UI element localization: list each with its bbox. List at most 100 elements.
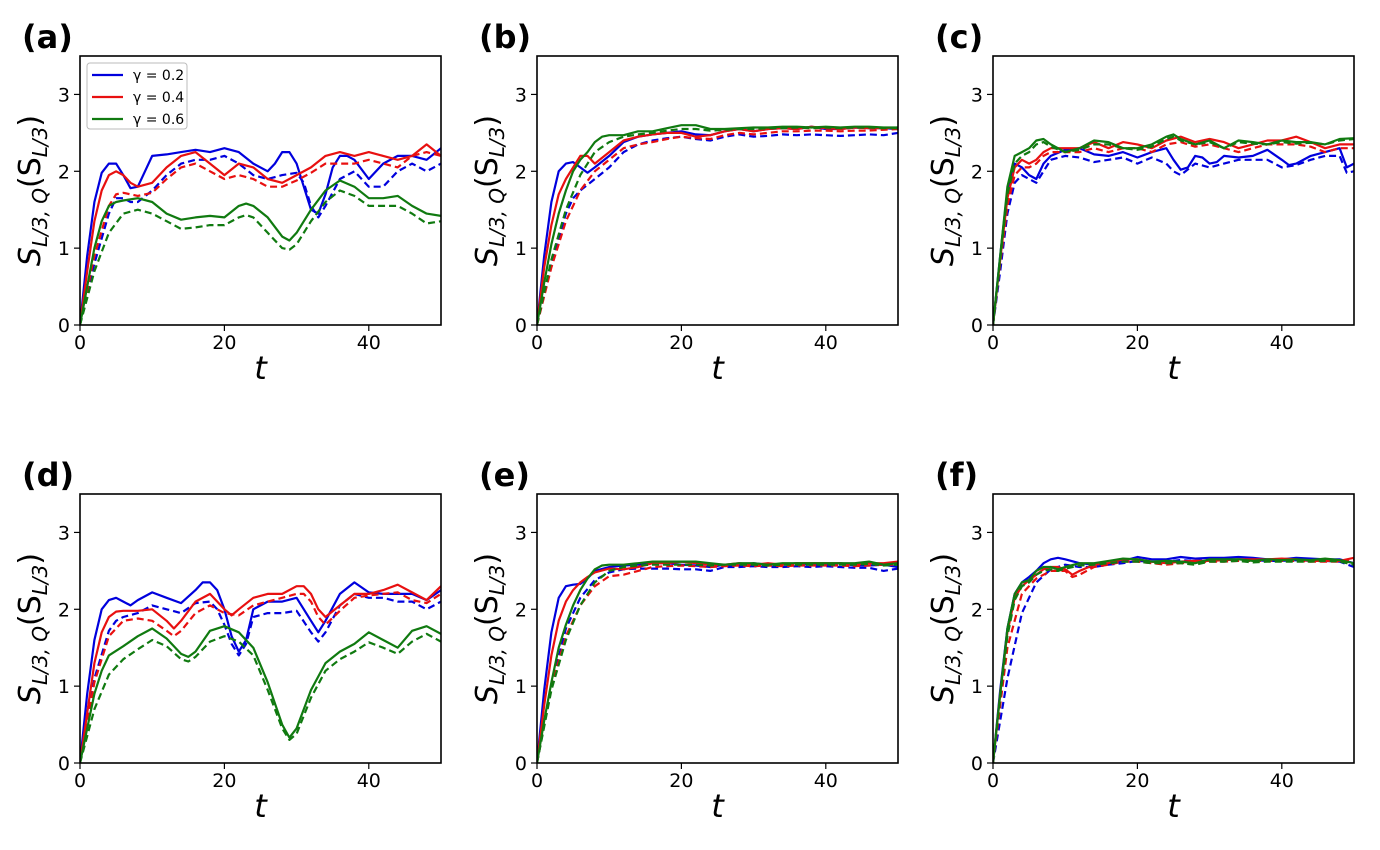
series-line-gamma-0.6-solid [993,557,1354,763]
x-tick-label: 0 [74,332,86,354]
panel-c: 0 20 40 0 1 2 3 t SL/3, Q(SL/3) (c) [926,18,1355,387]
series-line-gamma-0.6-dashed [80,189,441,325]
axes-frame [79,55,442,326]
y-tick-label: 3 [58,522,70,544]
y-tick-label: 1 [515,238,527,260]
y-tick-label: 0 [515,315,527,337]
x-tick-label: 20 [1125,332,1149,354]
y-axis-label: SL/3, Q(SL/3) [926,553,965,704]
x-axis-label: t [711,787,725,825]
series-line-gamma-0.2-dashed [80,154,441,325]
series-line-gamma-0.4-dashed [80,151,441,325]
series-line-gamma-0.4-solid [993,556,1354,763]
x-tick-label: 40 [357,770,381,792]
series-line-gamma-0.6-dashed [993,135,1354,325]
legend-entry-label: γ = 0.4 [133,90,184,106]
y-axis-label: SL/3, Q(SL/3) [13,553,52,704]
series-group [993,133,1354,325]
panel-label: (c) [935,18,983,56]
series-group [80,581,441,763]
x-tick-label: 40 [814,770,838,792]
x-axis-label: t [254,349,268,387]
series-group [537,124,898,325]
y-tick-label: 0 [971,315,983,337]
y-tick-label: 1 [971,676,983,698]
x-tick-label: 40 [1270,332,1294,354]
panel-f: 0 20 40 0 1 2 3 t SL/3, Q(SL/3) (f) [926,456,1355,825]
legend-box [86,62,188,130]
series-line-gamma-0.4-solid [80,583,441,763]
y-tick-label: 2 [515,599,527,621]
panel-label: (b) [479,18,531,56]
y-tick-label: 0 [58,753,70,775]
series-line-gamma-0.6-dashed [537,562,898,763]
series-line-gamma-0.4-dashed [537,563,898,763]
x-axis-label: t [1167,349,1181,387]
series-line-gamma-0.2-solid [80,147,441,325]
axes-frame [992,493,1355,764]
panel-label: (e) [479,456,530,494]
panel-d: 0 20 40 0 1 2 3 t SL/3, Q(SL/3) (d) [13,456,442,825]
series-group [993,555,1354,763]
y-tick-label: 0 [515,753,527,775]
panel-e: 0 20 40 0 1 2 3 t SL/3, Q(SL/3) (e) [470,456,899,825]
series-line-gamma-0.2-dashed [80,592,441,763]
x-tick-label: 20 [1125,770,1149,792]
legend: γ = 0.2 γ = 0.4 γ = 0.6 [86,62,188,130]
series-line-gamma-0.4-dashed [537,127,898,325]
x-tick-label: 20 [669,332,693,354]
panel-label: (a) [22,18,73,56]
axes-frame [536,493,899,764]
series-line-gamma-0.6-solid [993,133,1354,325]
y-axis-label: SL/3, Q(SL/3) [13,115,52,266]
x-axis-label: t [1167,787,1181,825]
x-tick-label: 20 [212,770,236,792]
series-line-gamma-0.4-dashed [80,591,441,763]
y-tick-label: 3 [58,84,70,106]
axes-frame [992,55,1355,326]
panel-label: (f) [935,456,978,494]
y-tick-label: 1 [515,676,527,698]
legend-entry-label: γ = 0.2 [133,68,184,84]
series-line-gamma-0.6-solid [80,625,441,763]
legend-entry-label: γ = 0.6 [133,112,184,128]
x-tick-label: 0 [531,770,543,792]
series-line-gamma-0.6-solid [80,179,441,325]
series-line-gamma-0.2-solid [80,581,441,763]
y-tick-label: 1 [58,238,70,260]
series-line-gamma-0.6-solid [537,560,898,763]
series-line-gamma-0.2-solid [537,562,898,763]
series-line-gamma-0.4-dashed [993,141,1354,325]
series-line-gamma-0.6-dashed [80,632,441,763]
y-axis-label: SL/3, Q(SL/3) [470,553,509,704]
axes-frame [536,55,899,326]
series-line-gamma-0.2-solid [993,555,1354,763]
x-tick-label: 0 [987,770,999,792]
y-axis-label: SL/3, Q(SL/3) [470,115,509,266]
x-tick-label: 20 [212,332,236,354]
x-axis-label: t [711,349,725,387]
series-line-gamma-0.2-dashed [537,131,898,325]
x-tick-label: 0 [74,770,86,792]
series-line-gamma-0.6-dashed [537,126,898,325]
x-tick-label: 40 [357,332,381,354]
x-tick-label: 20 [669,770,693,792]
series-line-gamma-0.6-dashed [993,559,1354,763]
series-group [537,560,898,763]
x-tick-label: 0 [531,332,543,354]
y-tick-label: 2 [971,599,983,621]
series-group [80,143,441,325]
series-line-gamma-0.4-solid [80,143,441,325]
y-tick-label: 2 [971,161,983,183]
series-line-gamma-0.2-dashed [993,558,1354,763]
y-tick-label: 0 [971,753,983,775]
x-tick-label: 40 [1270,770,1294,792]
x-axis-label: t [254,787,268,825]
y-tick-label: 3 [515,522,527,544]
y-tick-label: 3 [971,522,983,544]
series-line-gamma-0.4-dashed [993,559,1354,763]
series-line-gamma-0.2-dashed [993,154,1354,325]
axes-frame [79,493,442,764]
y-tick-label: 2 [515,161,527,183]
